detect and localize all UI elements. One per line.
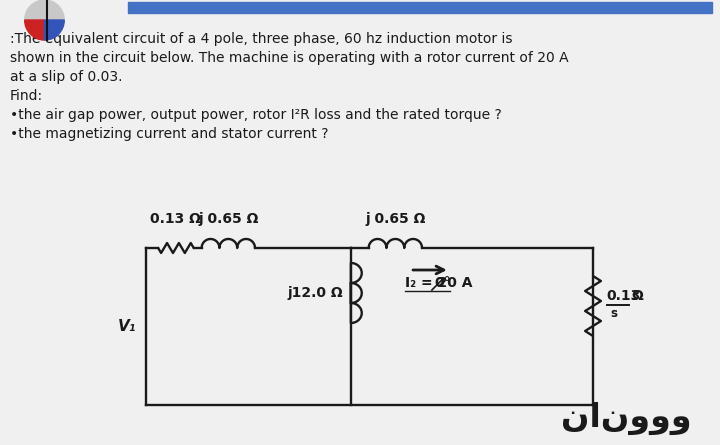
Text: Find:: Find: [10,89,43,103]
Text: •the air gap power, output power, rotor I²R loss and the rated torque ?: •the air gap power, output power, rotor … [10,108,502,122]
Text: shown in the circuit below. The machine is operating with a rotor current of 20 : shown in the circuit below. The machine … [10,51,569,65]
Text: نانووو: نانووو [561,402,692,435]
Text: at a slip of 0.03.: at a slip of 0.03. [10,70,122,84]
Text: I₂ = 20 A: I₂ = 20 A [405,276,477,290]
Text: :The equivalent circuit of a 4 pole, three phase, 60 hz induction motor is: :The equivalent circuit of a 4 pole, thr… [10,32,513,46]
Text: Ω: Ω [631,289,643,303]
Wedge shape [45,20,64,40]
Text: s: s [611,307,618,320]
Circle shape [24,0,64,40]
Wedge shape [24,20,45,40]
Text: j 0.65 Ω: j 0.65 Ω [198,212,258,226]
Bar [128,2,711,13]
Text: •the magnetizing current and stator current ?: •the magnetizing current and stator curr… [10,127,328,141]
Text: j 0.65 Ω: j 0.65 Ω [365,212,426,226]
Text: 0°: 0° [434,276,451,290]
Text: 0.13 Ω: 0.13 Ω [150,212,202,226]
Text: j12.0 Ω: j12.0 Ω [287,286,343,300]
Text: 0.13: 0.13 [607,289,641,303]
Text: V₁: V₁ [118,319,136,334]
